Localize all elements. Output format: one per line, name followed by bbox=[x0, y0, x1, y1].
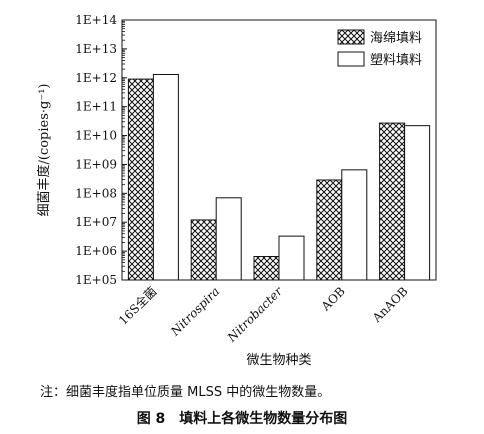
y-tick-label: 1E+13 bbox=[75, 42, 117, 56]
bars bbox=[127, 73, 431, 281]
bar bbox=[278, 235, 305, 281]
x-tick-label: Nitrobacter bbox=[224, 283, 286, 345]
y-tick-label: 1E+10 bbox=[75, 129, 117, 143]
y-tick-label: 1E+07 bbox=[75, 215, 117, 229]
x-tick-label: 16S全菌 bbox=[115, 284, 159, 328]
y-tick-label: 1E+08 bbox=[75, 186, 117, 200]
bar bbox=[215, 197, 242, 281]
y-tick-label: 1E+12 bbox=[75, 71, 117, 85]
y-tick-label: 1E+05 bbox=[75, 273, 117, 287]
y-tick-label: 1E+14 bbox=[75, 13, 117, 27]
figure-caption: 图 8 填料上各微生物数量分布图 bbox=[136, 411, 348, 427]
bar bbox=[127, 78, 154, 281]
legend-label: 海绵填料 bbox=[370, 31, 422, 46]
axes: 1E+05 1E+06 1E+07 1E+08 1E+09 1E+10 1E+11 1E+12… bbox=[75, 13, 437, 287]
bar-chart: 1E+05 1E+06 1E+07 1E+08 1E+09 1E+10 1E+11 1E+12… bbox=[36, 13, 437, 368]
y-axis-label: 细菌丰度/(copies·g⁻¹) bbox=[36, 83, 52, 216]
bar bbox=[316, 179, 343, 281]
x-tick-label: Nitrospira bbox=[167, 284, 222, 339]
legend-label: 塑料填料 bbox=[370, 53, 422, 68]
y-tick-label: 1E+11 bbox=[75, 100, 117, 114]
bar bbox=[341, 169, 368, 281]
footnote: 注：细菌丰度指单位质量 MLSS 中的微生物数量。 bbox=[40, 385, 331, 400]
legend-swatch bbox=[337, 29, 365, 45]
bar bbox=[152, 73, 179, 281]
x-tick-label: AnAOB bbox=[369, 284, 411, 326]
bar bbox=[190, 219, 217, 281]
legend-swatch bbox=[337, 51, 365, 67]
bar bbox=[379, 122, 406, 281]
x-tick-label: AOB bbox=[318, 284, 348, 314]
x-axis-label: 微生物种类 bbox=[246, 353, 311, 368]
bar bbox=[404, 125, 431, 281]
y-tick-label: 1E+09 bbox=[75, 157, 117, 171]
bar bbox=[253, 256, 280, 281]
y-tick-label: 1E+06 bbox=[75, 244, 117, 258]
